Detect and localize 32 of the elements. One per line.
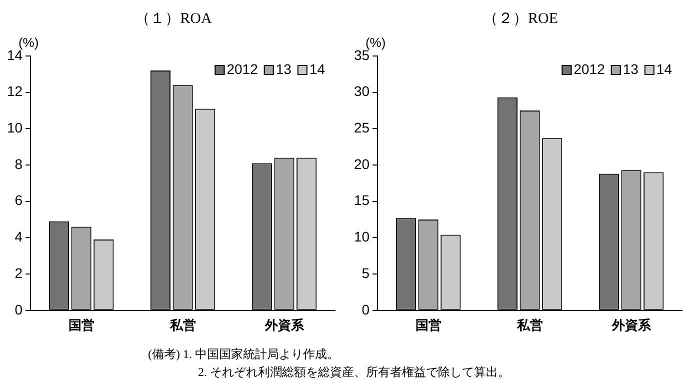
x-tick-label: 外資系 [610, 318, 652, 334]
y-tick-label: 20 [354, 156, 370, 172]
y-tick-label: 2 [14, 264, 23, 281]
y-tick-label: 25 [354, 120, 370, 136]
text: 2. それぞれ利潤総額を総資産、所有者権益で除して算出。 [197, 364, 510, 381]
y-tick-label: 30 [354, 83, 370, 100]
y-tick-label: 10 [6, 120, 23, 136]
x-tick-label: 外資系 [264, 318, 305, 334]
y-axis-title: (%) [18, 35, 39, 50]
legend-label: 2012 [226, 60, 258, 77]
chart-title: （２）ROE [482, 10, 559, 29]
y-tick-label: 4 [14, 228, 23, 245]
y-tick-label: 0 [14, 301, 23, 318]
x-tick-label: 国営 [68, 318, 94, 334]
y-tick-label: 10 [354, 228, 370, 245]
legend-label: 13 [276, 60, 292, 77]
legend-label: 14 [309, 60, 326, 77]
y-tick-label: 0 [362, 301, 370, 318]
legend-label: 14 [656, 60, 672, 77]
y-tick-label: 15 [354, 192, 370, 208]
legend-label: 2012 [574, 60, 606, 77]
chart-title: （１）ROA [134, 10, 213, 29]
y-tick-label: 6 [14, 192, 23, 208]
y-tick-label: 12 [6, 83, 23, 100]
y-axis-title: (%) [365, 35, 386, 50]
y-tick-label: 8 [14, 156, 23, 172]
text: (備考) 1. 中国国家統計局より作成。 [148, 346, 340, 363]
x-tick-label: 国営 [415, 318, 442, 334]
y-tick-label: 5 [362, 264, 370, 281]
x-tick-label: 私営 [168, 318, 196, 334]
legend-label: 13 [622, 60, 639, 77]
x-tick-label: 私営 [516, 318, 543, 334]
